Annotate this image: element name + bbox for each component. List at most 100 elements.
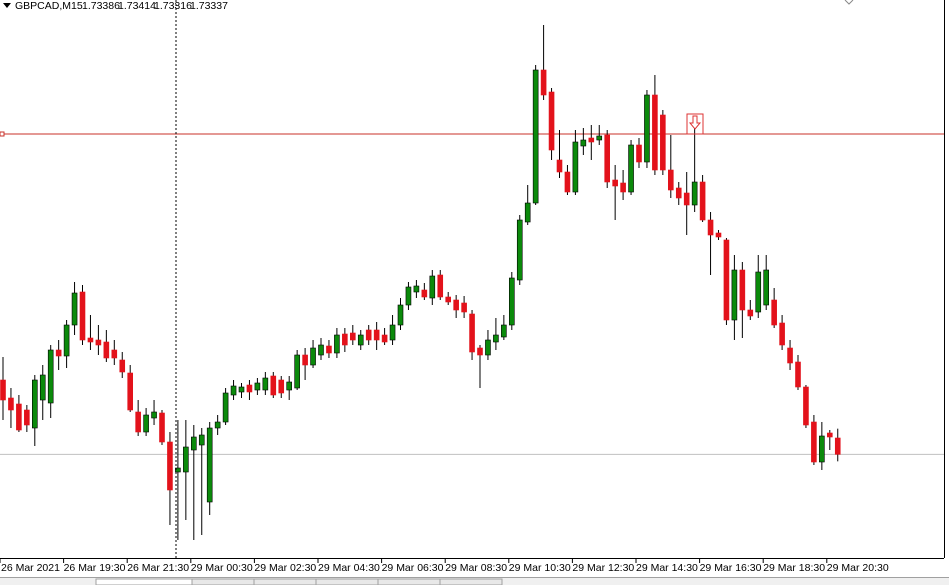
candle-body (302, 354, 308, 366)
candle-body (310, 347, 316, 366)
tab[interactable] (315, 578, 379, 585)
candle-body (532, 69, 539, 204)
candle-body (731, 269, 738, 321)
candle-body (771, 299, 777, 326)
candle-body (588, 137, 595, 143)
candle-body (111, 349, 118, 359)
header-close: 1.73337 (190, 0, 228, 12)
candle-body (24, 409, 30, 426)
candle-body (580, 139, 587, 147)
tab[interactable] (191, 578, 255, 585)
tab[interactable] (377, 578, 441, 585)
candle-body (135, 411, 141, 433)
candle-body (826, 432, 833, 438)
candle-body (747, 309, 754, 317)
x-tick-label: 29 Mar 16:30 (700, 562, 762, 574)
x-tick-label: 29 Mar 00:30 (191, 562, 253, 574)
candle-body (63, 324, 70, 357)
candle-body (683, 192, 690, 206)
candle-body (763, 269, 770, 306)
symbol-title: GBPCAD,M15 (15, 0, 83, 12)
level-handle (0, 131, 5, 137)
candle-body (508, 277, 515, 326)
tab[interactable] (253, 578, 317, 585)
candle-body (246, 384, 253, 393)
header-open: 1.73386 (82, 0, 120, 12)
candle-body (556, 159, 563, 173)
x-tick-label: 29 Mar 02:30 (254, 562, 316, 574)
x-tick-label: 29 Mar 12:30 (572, 562, 634, 574)
candle-body (612, 179, 618, 187)
candle-body (564, 171, 571, 193)
candle-body (79, 291, 86, 341)
sell-arrow (686, 113, 704, 135)
candle-body (707, 219, 714, 236)
candle-body (660, 114, 666, 171)
tab[interactable] (439, 578, 503, 585)
candle-body (230, 385, 237, 396)
candle-body (357, 334, 364, 346)
x-tick-label: 29 Mar 14:30 (636, 562, 698, 574)
tab[interactable] (95, 578, 193, 585)
candle-body (206, 427, 213, 503)
candle-body (119, 359, 126, 373)
candle-body (485, 339, 491, 356)
header-high: 1.73414 (118, 0, 156, 12)
header-low: 1.73316 (154, 0, 192, 12)
candle-body (755, 271, 762, 313)
candle-body (334, 334, 340, 354)
candle-body (628, 144, 634, 193)
candle-body (469, 313, 475, 353)
candle-body (421, 289, 428, 298)
candle-body (0, 379, 6, 401)
candle-body (103, 341, 110, 359)
candle-body (342, 333, 348, 346)
arrow-icon (688, 115, 702, 130)
candle-body (95, 339, 102, 346)
candle-body (349, 332, 356, 341)
candle-body (270, 375, 277, 396)
candle-body (548, 91, 555, 151)
candle-body (445, 296, 452, 303)
corner-icon (844, 0, 854, 5)
candle-body (723, 239, 730, 321)
plot-area (0, 25, 944, 540)
candle-body (405, 286, 412, 306)
candle-body (397, 304, 404, 326)
candle-body (294, 354, 300, 389)
candle-body (652, 94, 658, 171)
candle-body (811, 421, 817, 463)
menu-triangle[interactable] (3, 3, 11, 8)
candle-body (262, 377, 269, 391)
candle-body (540, 69, 547, 96)
candle-body (8, 397, 14, 411)
candle-body (31, 379, 38, 429)
tabs (95, 578, 503, 585)
candle-body (604, 134, 611, 183)
x-tick-label: 29 Mar 06:30 (382, 562, 444, 574)
candle-body (71, 292, 78, 326)
x-tick-label: 26 Mar 2021 (1, 562, 60, 574)
candle-body (667, 169, 674, 191)
candle-body (214, 421, 221, 429)
candle-body (198, 434, 205, 446)
candle-body (524, 202, 531, 223)
x-tick-label: 29 Mar 20:30 (827, 562, 889, 574)
candle-body (699, 181, 706, 221)
candle-body (286, 381, 293, 391)
candle-body (183, 446, 189, 473)
candle-body (87, 337, 94, 343)
candle-body (389, 324, 396, 341)
candle-body (437, 274, 444, 298)
candle-body (429, 275, 436, 299)
candle-body (318, 344, 324, 356)
x-tick-label: 29 Mar 08:30 (445, 562, 507, 574)
candle-body (787, 347, 793, 364)
candle-body (691, 181, 698, 206)
x-tick-label: 29 Mar 04:30 (318, 562, 380, 574)
candle-body (222, 392, 229, 423)
candle-body (381, 334, 388, 343)
candle-body (326, 345, 332, 354)
candle-body (516, 219, 523, 281)
